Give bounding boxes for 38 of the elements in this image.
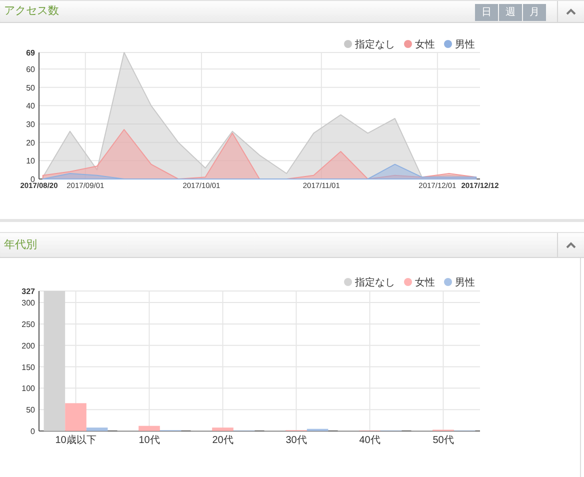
y-tick-label: 60 (26, 65, 36, 74)
legend-label: 指定なし (354, 38, 395, 50)
y-tick-label: 10 (26, 156, 36, 166)
y-tick-label: 327 (22, 287, 36, 296)
legend-label: 女性 (415, 276, 435, 288)
legend-label: 指定なし (354, 276, 395, 288)
y-tick-label: 40 (26, 102, 36, 111)
bar (65, 403, 86, 431)
button: 日 (475, 4, 498, 21)
chart-title: 年代別 (4, 238, 37, 253)
y-tick-label: 150 (22, 362, 36, 372)
y-tick-label: 0 (30, 427, 36, 436)
x-tick-label: 50代 (432, 435, 454, 446)
y-tick-label: 300 (22, 298, 36, 308)
bar (86, 428, 108, 431)
y-tick-label: 0 (30, 175, 36, 184)
y-tick-label: 200 (22, 341, 36, 350)
legend-label: 女性 (415, 38, 435, 50)
y-tick-label: 69 (26, 48, 36, 58)
bar (212, 428, 234, 431)
y-tick-label: 250 (22, 320, 36, 329)
y-tick-label: 50 (26, 406, 36, 415)
legend-label: 男性 (455, 38, 475, 50)
x-tick-label: 10歳以下 (55, 434, 96, 446)
x-tick-label: 20代 (212, 435, 234, 446)
y-tick-label: 100 (22, 384, 36, 394)
chart-title: アクセス数 (4, 4, 59, 19)
bar (138, 426, 160, 431)
x-tick-label: 30代 (286, 435, 307, 446)
button: 週 (499, 4, 522, 21)
bar (44, 291, 66, 431)
y-tick-label: 20 (26, 138, 36, 148)
y-tick-label: 30 (26, 120, 36, 129)
x-tick-label: 10代 (138, 435, 160, 446)
y-tick-label: 50 (26, 83, 36, 92)
button: 月 (523, 4, 546, 21)
legend-label: 男性 (455, 276, 475, 288)
x-tick-label: 40代 (359, 435, 380, 446)
